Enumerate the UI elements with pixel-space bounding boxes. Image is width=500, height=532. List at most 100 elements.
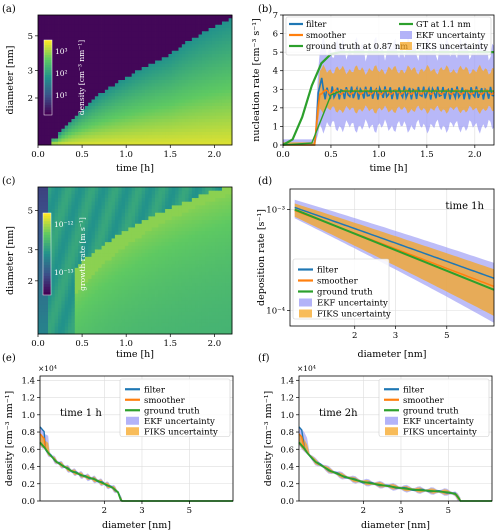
heatmap-cell <box>201 24 206 29</box>
heatmap-cell <box>225 128 230 133</box>
heatmap-cell <box>124 102 129 107</box>
heatmap-cell <box>91 15 96 19</box>
heatmap-cell <box>221 286 226 291</box>
heatmap-cell <box>178 119 183 123</box>
heatmap-cell <box>68 141 72 146</box>
heatmap-cell <box>88 132 92 136</box>
heatmap-cell <box>161 256 166 261</box>
heatmap-cell <box>225 286 230 291</box>
heatmap-cell <box>84 102 89 107</box>
heatmap-cell <box>145 21 149 26</box>
heatmap-cell <box>98 190 102 195</box>
heatmap-cell <box>211 315 216 320</box>
heatmap-cell <box>145 93 149 97</box>
heatmap-cell <box>215 253 220 258</box>
heatmap-cell <box>181 70 186 74</box>
heatmap-cell <box>108 37 112 42</box>
heatmap-cell <box>94 70 99 74</box>
heatmap-cell <box>78 73 82 78</box>
heatmap-cell <box>68 31 72 35</box>
heatmap-cell <box>84 31 89 35</box>
heatmap-cell <box>221 112 226 117</box>
heatmap-cell <box>114 245 119 250</box>
heatmap-cell <box>201 115 206 120</box>
heatmap-cell <box>61 293 66 298</box>
heatmap-cell <box>71 135 76 139</box>
heatmap-cell <box>98 125 102 130</box>
heatmap-cell <box>201 253 206 258</box>
heatmap-cell <box>104 315 109 320</box>
heatmap-cell <box>185 102 189 107</box>
heatmap-cell <box>195 227 199 232</box>
heatmap-cell <box>91 275 96 280</box>
legend-entry: ground truth <box>317 288 373 298</box>
heatmap-cell <box>215 86 220 91</box>
heatmap-cell <box>128 96 133 100</box>
heatmap-cell <box>121 315 126 320</box>
heatmap-cell <box>215 60 220 65</box>
heatmap-cell <box>128 212 133 217</box>
heatmap-cell <box>98 253 102 258</box>
heatmap-cell <box>171 286 176 291</box>
heatmap-cell <box>175 282 179 287</box>
heatmap-cell <box>118 31 123 35</box>
heatmap-cell <box>155 50 159 55</box>
heatmap-cell <box>64 86 69 91</box>
heatmap-cell <box>208 267 213 272</box>
heatmap-cell <box>131 267 136 272</box>
heatmap-cell <box>158 253 163 258</box>
heatmap-cell <box>228 205 233 210</box>
heatmap-cell <box>135 245 139 250</box>
heatmap-cell <box>71 34 76 39</box>
heatmap-cell <box>78 63 82 68</box>
heatmap-cell <box>215 308 220 313</box>
heatmap-cell <box>88 21 92 26</box>
heatmap-cell <box>114 83 119 87</box>
heatmap-cell <box>114 15 119 19</box>
heatmap-cell <box>225 278 230 283</box>
heatmap-cell <box>78 37 82 42</box>
heatmap-cell <box>198 187 203 192</box>
heatmap-cell <box>74 282 79 287</box>
heatmap-cell <box>211 223 216 228</box>
heatmap-cell <box>168 96 173 100</box>
heatmap-cell <box>155 245 159 250</box>
heatmap-cell <box>188 264 193 269</box>
heatmap-cell <box>94 212 99 217</box>
heatmap-cell <box>74 34 79 39</box>
heatmap-cell <box>44 201 49 206</box>
heatmap-cell <box>78 216 82 221</box>
heatmap-cell <box>218 293 223 298</box>
heatmap-cell <box>178 308 183 313</box>
heatmap-cell <box>91 128 96 133</box>
heatmap-cell <box>195 15 199 19</box>
heatmap-cell <box>165 67 169 71</box>
heatmap-cell <box>191 242 196 247</box>
heatmap-cell <box>71 297 76 302</box>
heatmap-cell <box>104 67 109 71</box>
heatmap-cell <box>58 57 62 61</box>
heatmap-cell <box>41 109 46 113</box>
heatmap-cell <box>165 70 169 74</box>
heatmap-cell <box>168 109 173 113</box>
heatmap-cell <box>168 76 173 81</box>
heatmap-cell <box>111 89 116 94</box>
heatmap-cell <box>51 54 56 58</box>
heatmap-cell <box>205 28 209 32</box>
heatmap-cell <box>221 128 226 133</box>
heatmap-cell <box>44 330 49 335</box>
heatmap-cell <box>64 212 69 217</box>
heatmap-cell <box>51 109 56 113</box>
heatmap-cell <box>181 187 186 192</box>
heatmap-cell <box>148 73 153 78</box>
heatmap-cell <box>121 242 126 247</box>
heatmap-cell <box>138 67 143 71</box>
heatmap-cell <box>168 308 173 313</box>
heatmap-cell <box>151 28 156 32</box>
heatmap-cell <box>218 50 223 55</box>
heatmap-cell <box>198 70 203 74</box>
heatmap-cell <box>51 119 56 123</box>
heatmap-cell <box>51 57 56 61</box>
heatmap-cell <box>91 220 96 225</box>
heatmap-cell <box>101 245 106 250</box>
